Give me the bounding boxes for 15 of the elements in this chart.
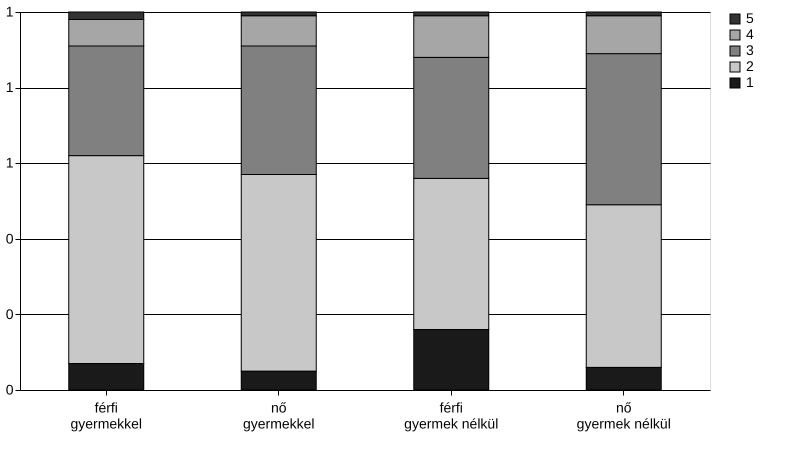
y-tick-label: 0 bbox=[6, 306, 14, 322]
x-tick-label: nő gyermek nélkül bbox=[576, 400, 671, 432]
x-tick-label: férfi gyermekkel bbox=[70, 400, 142, 432]
x-tick-label: nő gyermekkel bbox=[242, 400, 315, 432]
legend-label: 4 bbox=[746, 26, 754, 42]
y-tick-label: 1 bbox=[6, 79, 14, 96]
y-tick-label: 0 bbox=[6, 382, 14, 398]
legend-label: 5 bbox=[746, 10, 754, 26]
y-tick-label: 0 bbox=[6, 230, 14, 246]
legend-label: 2 bbox=[746, 58, 754, 74]
x-tick-label: férfi gyermek nélkül bbox=[404, 400, 498, 432]
y-tick-label: 1 bbox=[6, 154, 14, 171]
legend-label: 1 bbox=[746, 74, 754, 90]
legend-label: 3 bbox=[746, 42, 754, 58]
y-tick-label: 1 bbox=[6, 4, 14, 20]
